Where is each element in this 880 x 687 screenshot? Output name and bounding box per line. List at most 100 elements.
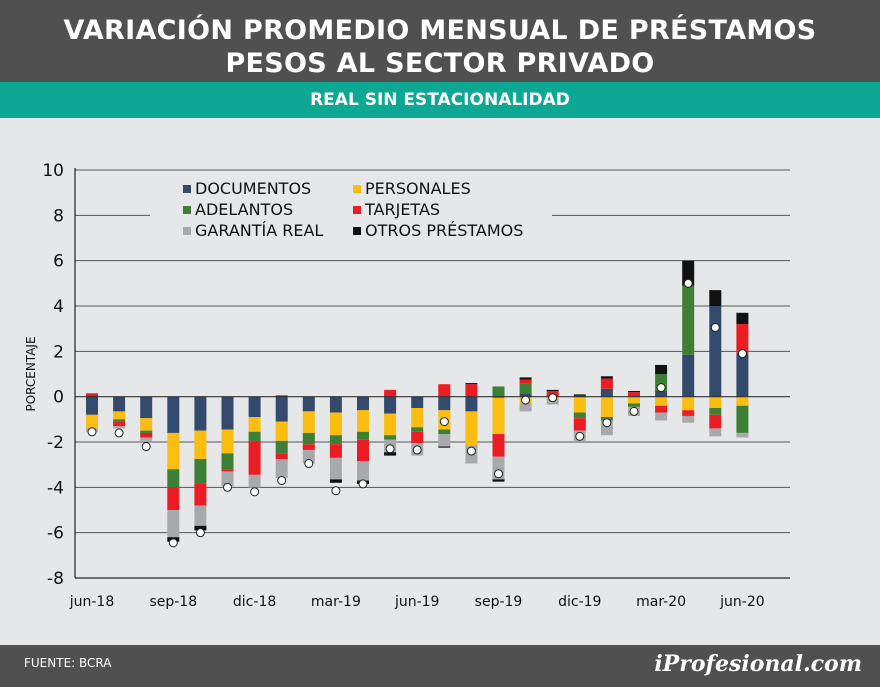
bar-segment-adelantos bbox=[384, 435, 397, 440]
bar-segment-garant-a-real bbox=[140, 437, 153, 441]
y-tick-label: 0 bbox=[53, 388, 64, 408]
bar-segment-adelantos bbox=[709, 408, 722, 415]
total-marker bbox=[223, 482, 232, 492]
bar-segment-documentos bbox=[682, 354, 695, 397]
bar-segment-documentos bbox=[384, 396, 397, 414]
bar-segment-adelantos bbox=[628, 403, 640, 407]
bar-segment-documentos bbox=[411, 396, 424, 408]
bar-segment-otros-pr-stamos bbox=[384, 452, 397, 456]
bar-segment-documentos bbox=[357, 396, 369, 411]
bar-segment-personales bbox=[709, 396, 722, 408]
bar-segment-garant-a-real bbox=[519, 403, 532, 412]
bar-segment-adelantos bbox=[248, 431, 261, 442]
subtitle-bar bbox=[0, 82, 880, 118]
bar-segment-tarjetas bbox=[384, 389, 397, 397]
bar-segment-adelantos bbox=[302, 432, 315, 445]
bar-segment-garant-a-real bbox=[221, 471, 234, 487]
legend-label: DOCUMENTOS bbox=[195, 179, 311, 198]
total-marker bbox=[439, 417, 449, 427]
bar-segment-adelantos bbox=[492, 386, 505, 397]
bar-segment-adelantos bbox=[329, 435, 342, 445]
bar-segment-garant-a-real bbox=[438, 434, 451, 447]
bar-segment-documentos bbox=[194, 396, 207, 431]
total-marker bbox=[168, 538, 178, 548]
bar-segment-personales bbox=[275, 421, 288, 441]
bar-segment-personales bbox=[140, 418, 153, 431]
x-tick-label: mar-19 bbox=[311, 594, 361, 610]
total-marker bbox=[358, 479, 368, 489]
x-tick-label: dic-19 bbox=[558, 594, 601, 610]
x-tick-label: jun-20 bbox=[719, 594, 765, 610]
total-marker bbox=[656, 383, 666, 393]
bar-segment-documentos bbox=[302, 396, 315, 412]
bar-segment-adelantos bbox=[167, 469, 180, 488]
bar-segment-personales bbox=[682, 396, 695, 411]
bar-segment-garant-a-real bbox=[682, 415, 695, 423]
bar-segment-tarjetas bbox=[655, 405, 668, 413]
bar-segment-tarjetas bbox=[546, 391, 559, 396]
bar-segment-tarjetas bbox=[411, 431, 424, 444]
bar-segment-otros-pr-stamos bbox=[465, 383, 478, 385]
bar-segment-personales bbox=[302, 411, 315, 433]
bar-segment-otros-pr-stamos bbox=[628, 391, 640, 393]
total-marker bbox=[521, 395, 531, 405]
total-marker bbox=[331, 486, 341, 496]
total-marker bbox=[304, 459, 314, 469]
legend-swatch bbox=[353, 206, 361, 214]
bar-segment-otros-pr-stamos bbox=[546, 389, 559, 391]
bar-segment-otros-pr-stamos bbox=[519, 377, 532, 380]
total-marker bbox=[412, 445, 422, 455]
bar-segment-adelantos bbox=[275, 440, 288, 454]
bar-segment-garant-a-real bbox=[113, 426, 126, 429]
bar-segment-documentos bbox=[86, 396, 98, 415]
bar-segment-tarjetas bbox=[167, 487, 180, 510]
bar-segment-tarjetas bbox=[600, 378, 613, 389]
header-bar bbox=[0, 0, 880, 82]
total-marker bbox=[250, 487, 260, 497]
bar-segment-tarjetas bbox=[221, 469, 234, 472]
bar-segment-garant-a-real bbox=[329, 457, 342, 480]
bar-segment-personales bbox=[167, 432, 180, 470]
bar-segment-otros-pr-stamos bbox=[194, 525, 207, 531]
bar-segment-adelantos bbox=[357, 431, 369, 440]
bar-segment-documentos bbox=[655, 391, 668, 397]
bar-segment-otros-pr-stamos bbox=[736, 312, 749, 325]
bar-segment-adelantos bbox=[113, 419, 126, 422]
bar-segment-personales bbox=[357, 410, 369, 432]
x-tick-label: sep-18 bbox=[149, 594, 197, 610]
total-marker bbox=[710, 323, 720, 333]
bar-segment-personales bbox=[655, 396, 668, 406]
y-tick-label: 6 bbox=[53, 252, 64, 272]
footer-bar bbox=[0, 645, 880, 687]
brand-logo: iProfesional.com bbox=[654, 651, 862, 677]
total-marker bbox=[494, 469, 503, 479]
bar-segment-personales bbox=[465, 411, 478, 446]
bar-segment-personales bbox=[329, 412, 342, 436]
bar-segment-personales bbox=[221, 429, 234, 454]
total-marker bbox=[141, 442, 151, 452]
stacked-bar-chart: 10 8 6 4 2 0 -2 -4 -6 -8 PORCENTAJE jun-18 sep-18 dic… bbox=[24, 161, 790, 610]
legend-label: GARANTÍA REAL bbox=[195, 221, 323, 240]
bar-segment-tarjetas bbox=[140, 432, 153, 438]
y-tick-label: 2 bbox=[53, 342, 64, 362]
bar-segment-documentos bbox=[709, 306, 722, 397]
bar-segment-personales bbox=[384, 413, 397, 436]
legend-label: ADELANTOS bbox=[195, 200, 293, 219]
total-marker bbox=[629, 406, 639, 416]
legend-swatch bbox=[353, 185, 361, 193]
y-tick-label: -4 bbox=[47, 478, 64, 498]
bar-segment-tarjetas bbox=[329, 444, 342, 458]
x-tick-label: sep-19 bbox=[475, 594, 523, 610]
bar-segment-adelantos bbox=[221, 453, 234, 470]
x-tick-label: jun-18 bbox=[69, 594, 115, 610]
chart-subtitle: REAL SIN ESTACIONALIDAD bbox=[310, 90, 570, 110]
y-tick-label: 8 bbox=[53, 206, 64, 226]
bar-segment-personales bbox=[492, 397, 505, 435]
bar-segment-tarjetas bbox=[194, 483, 207, 506]
source-note: FUENTE: BCRA bbox=[24, 656, 112, 670]
bar-segment-adelantos bbox=[519, 383, 532, 394]
x-tick-label: dic-18 bbox=[233, 594, 276, 610]
bar-segment-documentos bbox=[438, 396, 451, 411]
bar-segment-otros-pr-stamos bbox=[655, 364, 668, 374]
bar-segment-personales bbox=[573, 396, 586, 413]
